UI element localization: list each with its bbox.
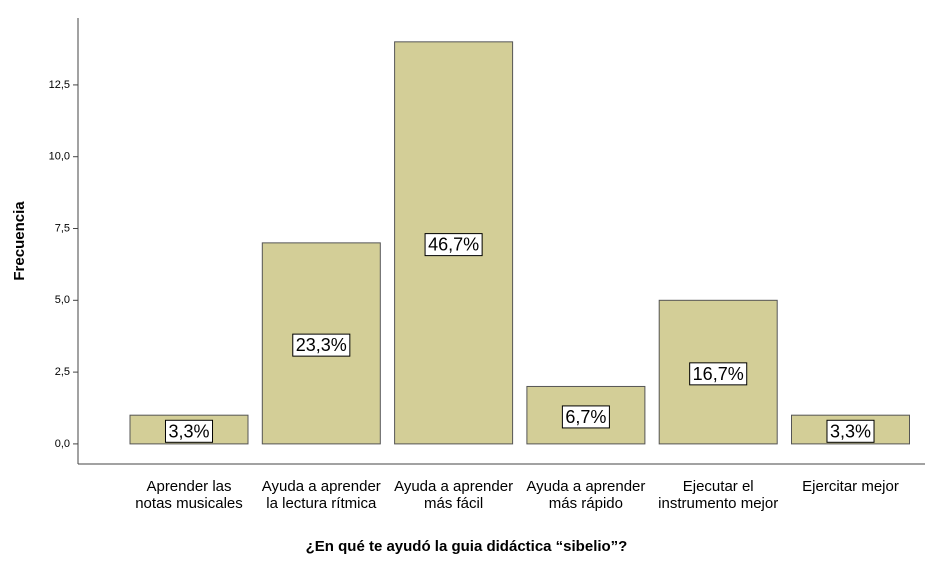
y-axis-title: Frecuencia [11,201,28,281]
x-tick-label: Ayuda a aprender más fácil [394,478,514,512]
data-label-box [164,419,214,443]
data-label-box [424,233,483,257]
y-tick-label: 7,5 [55,222,70,234]
x-tick-label: Ejecutar el instrumento mejor [658,478,779,512]
data-label: 3,3% [830,421,871,441]
data-label: 46,7% [428,235,479,255]
y-tick-label: 2,5 [55,366,70,378]
data-label: 6,7% [565,407,606,427]
y-tick-label: 12,5 [49,79,70,91]
data-label-box [561,405,610,429]
data-label-box [292,333,351,357]
data-label-box [826,419,875,443]
x-tick-label: Aprender las notas musicales [135,478,243,512]
data-label: 23,3% [296,335,347,355]
data-label-box [689,362,748,386]
y-tick-label: 0,0 [55,438,70,450]
x-tick-label: Ayuda a aprender la lectura rítmica [261,478,381,512]
x-axis-title: ¿En qué te ayudó la guia didáctica “sibe… [305,538,628,555]
y-tick-label: 10,0 [49,151,70,163]
y-tick-label: 5,0 [55,294,70,306]
x-tick-label: Ayuda a aprender más rápido [526,478,646,512]
data-label: 3,3% [168,421,209,441]
x-tick-label: Ejercitar mejor [802,478,899,495]
data-label: 16,7% [693,364,744,384]
